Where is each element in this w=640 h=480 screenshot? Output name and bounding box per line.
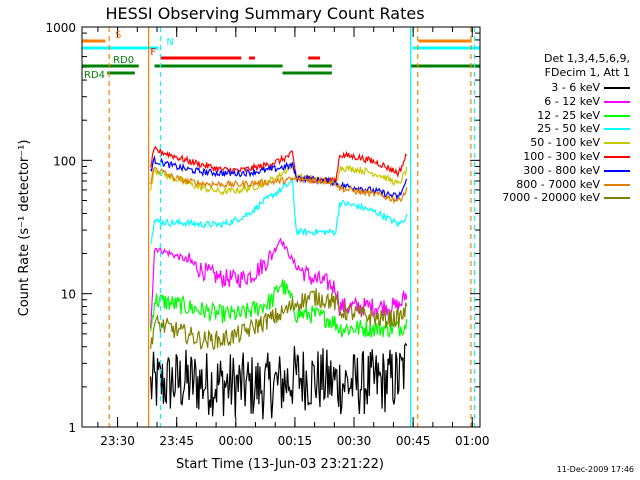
legend-item: 25 - 50 keV <box>480 122 630 135</box>
legend-item: 100 - 300 keV <box>480 150 630 163</box>
legend-item: 12 - 25 keV <box>480 109 630 122</box>
legend-swatch <box>604 197 630 200</box>
state-bar-label: RD0 <box>113 55 134 66</box>
legend-label: 300 - 800 keV <box>523 163 600 177</box>
y-axis-label: Count Rate (s⁻¹ detector⁻¹) <box>17 140 32 317</box>
x-tick-label: 00:00 <box>219 434 254 448</box>
series-line <box>150 145 408 185</box>
plot-frame <box>81 26 481 428</box>
state-bar-label: N <box>166 37 173 48</box>
legend-header-line-2: FDecim 1, Att 1 <box>544 66 630 79</box>
x-tick-label: 23:30 <box>100 434 135 448</box>
x-tick-label: 00:15 <box>278 434 313 448</box>
legend-swatch <box>604 169 630 172</box>
series-line <box>150 162 408 196</box>
axis-ticks: 1 10 100 1000 23:30 23:45 00:00 00:15 00:30 00:45… <box>45 21 489 448</box>
legend-header-line-1: Det 1,3,4,5,6,9, <box>543 52 630 65</box>
series-lines <box>150 145 408 420</box>
legend-swatch <box>604 100 630 103</box>
state-bar-label: RD4 <box>84 70 105 81</box>
legend-swatch <box>604 142 630 145</box>
legend-item: 3 - 6 keV <box>480 81 630 94</box>
legend-swatch <box>604 183 630 186</box>
legend-swatch <box>604 87 630 89</box>
y-tick-label: 1 <box>68 421 76 435</box>
legend-item: 6 - 12 keV <box>480 95 630 108</box>
state-bars: S NF RD0 RD4 <box>82 30 480 81</box>
generated-timestamp: 11-Dec-2009 17:46 <box>556 465 634 474</box>
x-tick-label: 00:45 <box>396 434 431 448</box>
legend-label: 25 - 50 keV <box>537 122 600 136</box>
series-line <box>150 342 408 420</box>
x-tick-label: 23:45 <box>159 434 194 448</box>
x-axis-label: Start Time (13-Jun-03 23:21:22) <box>176 457 384 472</box>
legend-swatch <box>604 128 630 131</box>
legend-label: 100 - 300 keV <box>523 150 600 163</box>
series-line <box>150 279 408 339</box>
series-line <box>150 166 408 205</box>
series-line <box>150 288 408 351</box>
x-tick-label: 01:00 <box>455 434 490 448</box>
series-line <box>150 177 408 245</box>
chart-title: HESSI Observing Summary Count Rates <box>105 4 424 23</box>
legend-label: 50 - 100 keV <box>530 136 600 150</box>
x-tick-label: 00:30 <box>337 434 372 448</box>
state-bar-label: S <box>115 30 121 41</box>
legend-item: 50 - 100 keV <box>480 136 630 149</box>
legend-item: 800 - 7000 keV <box>480 178 630 191</box>
legend-label: 12 - 25 keV <box>537 108 600 122</box>
legend-label: 800 - 7000 keV <box>516 177 600 191</box>
y-tick-label: 1000 <box>45 21 76 35</box>
state-bar-label: F <box>150 47 156 58</box>
legend-swatch <box>604 156 630 158</box>
y-tick-label: 10 <box>61 288 76 302</box>
legend-label: 7000 - 20000 keV <box>502 191 600 205</box>
legend-item: 7000 - 20000 keV <box>480 191 630 204</box>
legend-item: 300 - 800 keV <box>480 164 630 177</box>
legend-label: 3 - 6 keV <box>551 81 600 94</box>
y-tick-label: 100 <box>53 154 76 168</box>
series-line <box>150 237 408 329</box>
legend-label: 6 - 12 keV <box>544 94 600 108</box>
vertical-markers <box>108 27 476 427</box>
legend-swatch <box>604 114 630 117</box>
